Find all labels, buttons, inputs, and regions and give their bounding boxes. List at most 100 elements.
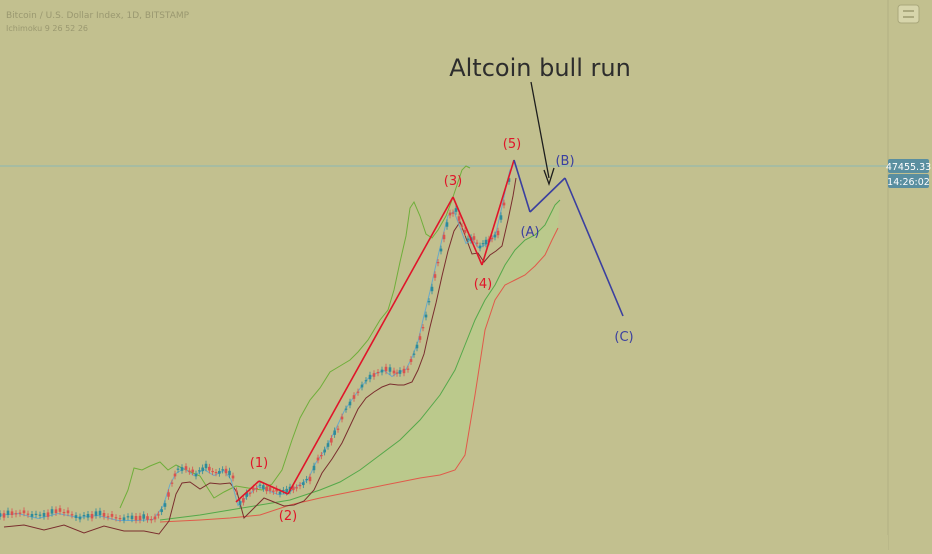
candle-body	[427, 301, 431, 303]
candle-body	[292, 486, 295, 491]
candle-body	[356, 391, 360, 393]
symbol-header: Bitcoin / U.S. Dollar Index, 1D, BITSTAM…	[6, 11, 190, 21]
candle-body	[323, 449, 326, 453]
candle-body	[418, 336, 422, 340]
candle-body	[160, 509, 163, 513]
candle-body	[211, 470, 214, 473]
candle-body	[262, 485, 265, 489]
candle-body	[448, 212, 452, 216]
candle-body	[451, 212, 455, 214]
candle-body	[114, 517, 118, 519]
candle-body	[30, 514, 34, 517]
candle-body	[167, 492, 170, 497]
candle-body	[231, 475, 235, 479]
candle-body	[348, 401, 352, 406]
settings-icon[interactable]	[897, 4, 920, 24]
impulse-group-segment-5	[481, 159, 515, 266]
candle-body	[439, 248, 443, 252]
candle-body	[38, 514, 42, 516]
candle-body	[14, 513, 18, 515]
candle-body	[204, 463, 208, 469]
candle-body	[457, 216, 461, 221]
correction-group-segment-1	[513, 159, 531, 213]
candle-body	[398, 370, 402, 374]
candle-body	[460, 225, 464, 227]
candle-body	[344, 408, 348, 410]
candle-body	[421, 327, 425, 329]
candle-body	[326, 443, 330, 447]
candle-body	[22, 510, 26, 514]
candle-body	[352, 395, 356, 399]
candle-body	[268, 487, 272, 491]
wave-label-4: (4)	[474, 277, 492, 292]
impulse-group-segment-3	[287, 196, 454, 495]
candle-body	[134, 516, 138, 521]
impulse-group-segment-1	[235, 480, 260, 503]
candle-body	[484, 239, 488, 245]
candle-body	[170, 482, 174, 484]
candle-body	[364, 380, 368, 382]
candle-body	[208, 466, 211, 471]
candle-body	[122, 517, 126, 521]
countdown-tag	[888, 174, 929, 188]
time-axis[interactable]	[0, 535, 888, 550]
candle-body	[198, 470, 201, 472]
candle-body	[392, 370, 396, 374]
candle-body	[463, 230, 467, 233]
candle-body	[235, 490, 238, 492]
candle-body	[238, 501, 242, 505]
candle-body	[499, 215, 503, 220]
annotation-arrow-line	[530, 81, 550, 179]
candle-body	[295, 487, 298, 489]
candle-body	[194, 473, 198, 477]
senkou-span-b	[159, 227, 559, 523]
candle-body	[466, 238, 470, 240]
candle-body	[157, 514, 160, 516]
candle-body	[305, 478, 308, 481]
price-axis[interactable]	[888, 0, 932, 550]
wave-label-c: (C)	[614, 330, 633, 345]
candle-body	[372, 373, 376, 377]
candle-body	[402, 368, 406, 374]
candle-body	[176, 468, 180, 470]
candle-body	[442, 234, 446, 240]
correction-group-segment-2	[529, 177, 566, 213]
candle-body	[173, 473, 177, 477]
candle-body	[302, 482, 305, 486]
current-price-tag	[888, 159, 929, 173]
candle-body	[384, 366, 388, 372]
candle-body	[62, 512, 66, 514]
candle-body	[282, 489, 285, 492]
candle-body	[248, 492, 252, 494]
candle-body	[2, 513, 6, 518]
candle-body	[360, 384, 364, 388]
candle-body	[138, 515, 142, 521]
candle-body	[6, 510, 10, 515]
candle-body	[66, 510, 70, 514]
candle-body	[481, 243, 485, 245]
candle-body	[218, 470, 221, 474]
candle-body	[308, 476, 312, 482]
candle-body	[149, 519, 153, 521]
candle-body	[376, 372, 380, 374]
candle-body	[0, 513, 2, 517]
wave-label-5: (5)	[503, 137, 521, 152]
candle-body	[436, 262, 440, 264]
candle-body	[86, 514, 90, 518]
candle-body	[454, 208, 458, 212]
candle-body	[94, 511, 98, 516]
candle-body	[433, 274, 437, 278]
candle-body	[255, 488, 258, 490]
candle-body	[153, 516, 157, 520]
impulse-group-segment-2	[258, 480, 289, 495]
candle-body	[184, 466, 188, 470]
candle-body	[78, 516, 82, 520]
candle-body	[74, 515, 78, 518]
annotation-arrow-head	[543, 167, 555, 187]
candle-body	[188, 470, 191, 472]
candle-body	[98, 510, 102, 516]
candle-body	[46, 512, 50, 517]
candle-body	[252, 487, 255, 491]
candle-body	[118, 518, 122, 520]
